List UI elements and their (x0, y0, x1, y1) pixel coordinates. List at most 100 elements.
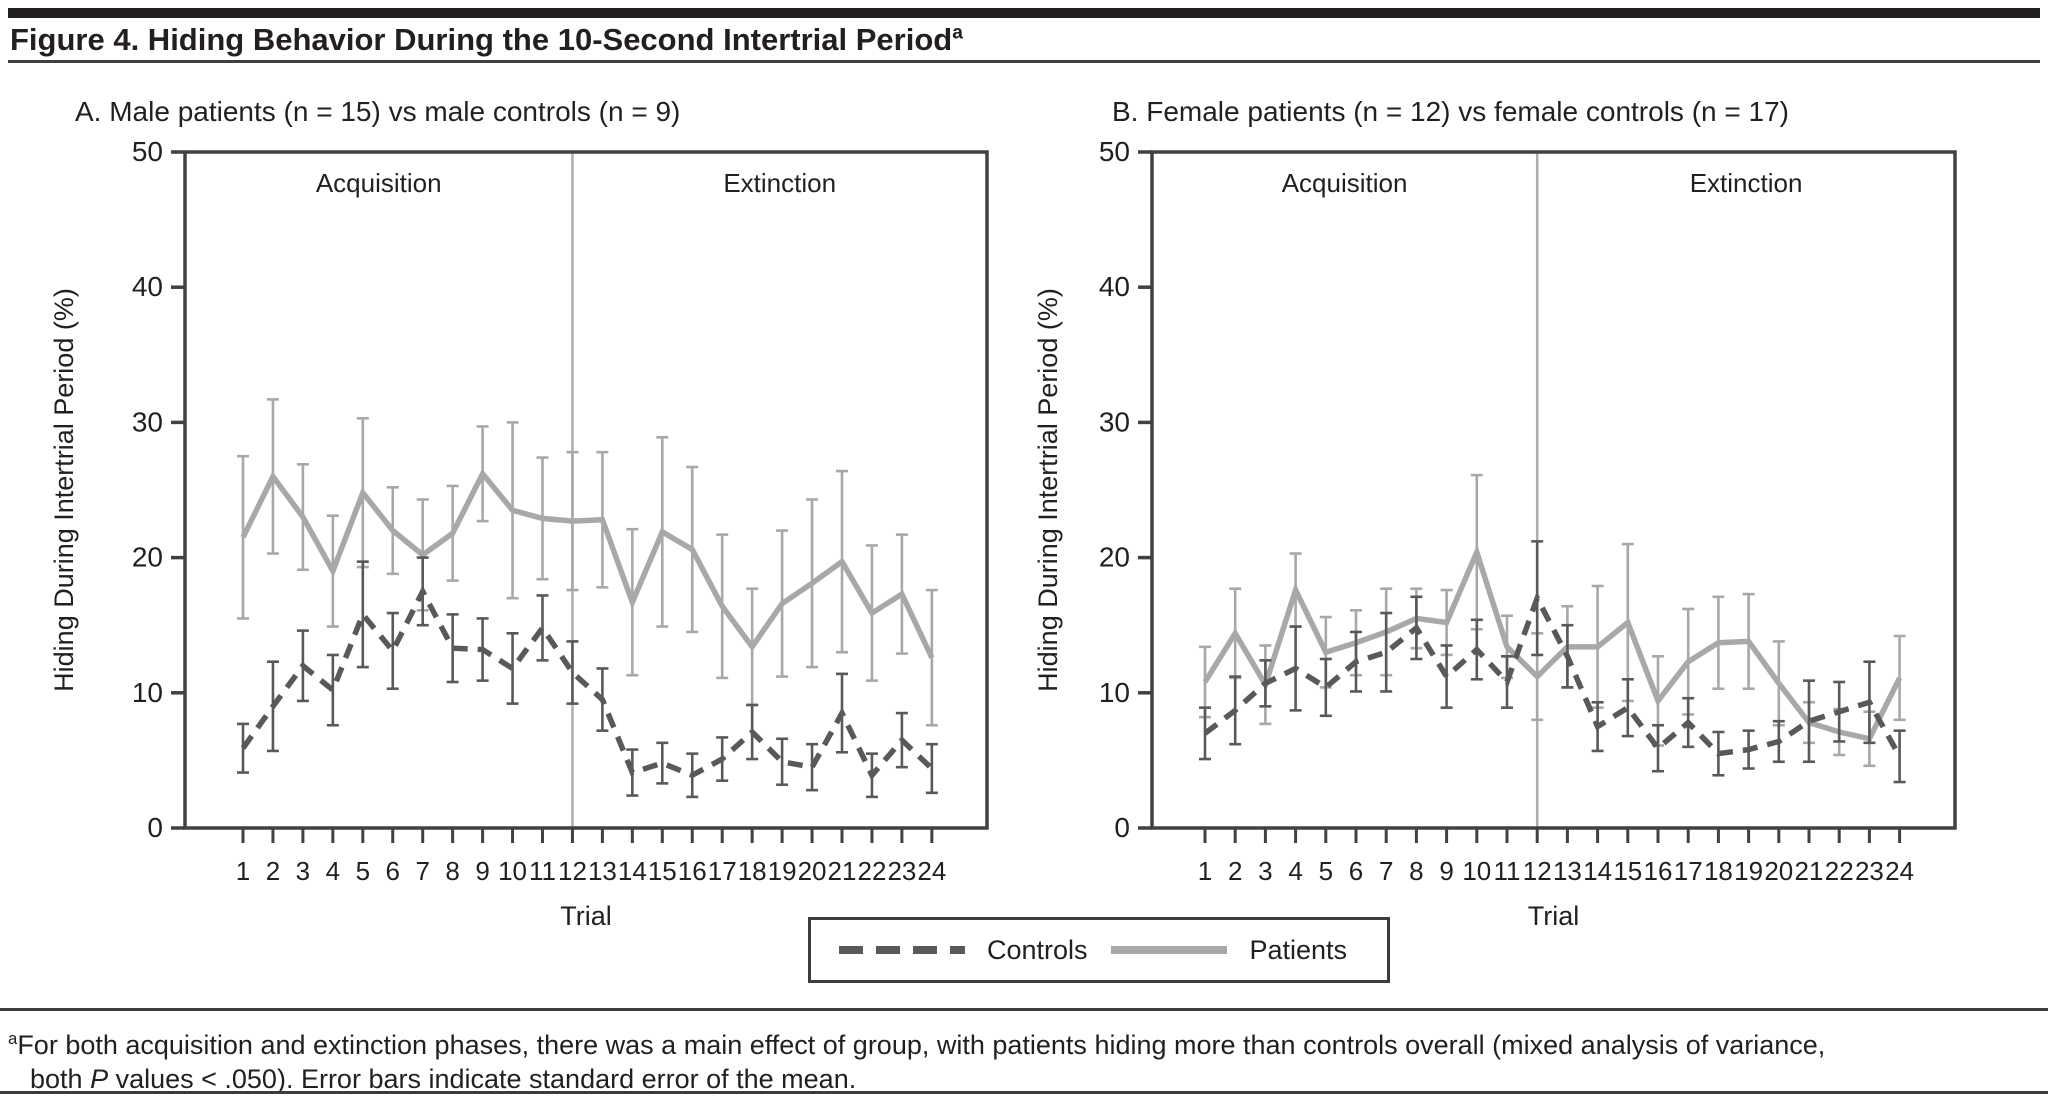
panel-a-phase-labels: Acquisition Extinction (316, 168, 836, 198)
svg-text:50: 50 (1099, 136, 1130, 167)
svg-text:10: 10 (132, 677, 163, 708)
panel-b-x-axis-title: Trial (1528, 901, 1580, 931)
svg-text:14: 14 (618, 856, 647, 886)
svg-text:19: 19 (1734, 856, 1763, 886)
footnote-line-1: aFor both acquisition and extinction pha… (8, 1029, 1826, 1060)
legend-item-controls: Controls (837, 935, 1088, 966)
svg-text:23: 23 (887, 856, 916, 886)
svg-text:5: 5 (356, 856, 370, 886)
panel-a-patients-series (237, 398, 938, 727)
svg-text:2: 2 (1228, 856, 1242, 886)
svg-text:12: 12 (558, 856, 587, 886)
panel-b-controls-series (1199, 540, 1906, 784)
panel-b: Acquisition Extinction 0 10 20 30 40 50 Hiding D… (1033, 136, 1957, 931)
footnote-top-rule (0, 1008, 2048, 1011)
panel-a-y-axis: 0 10 20 30 40 50 (132, 136, 185, 843)
svg-text:18: 18 (1704, 856, 1733, 886)
svg-text:2: 2 (266, 856, 280, 886)
svg-text:17: 17 (708, 856, 737, 886)
svg-text:9: 9 (475, 856, 489, 886)
svg-text:20: 20 (132, 542, 163, 573)
panel-b-header: B. Female patients (n = 12) vs female co… (1112, 96, 1789, 127)
svg-text:10: 10 (498, 856, 527, 886)
svg-text:50: 50 (132, 136, 163, 167)
figure-title-superscript: a (952, 22, 963, 44)
panel-a-plot-border (183, 150, 989, 830)
svg-text:0: 0 (1114, 812, 1130, 843)
svg-text:15: 15 (1613, 856, 1642, 886)
svg-text:3: 3 (296, 856, 310, 886)
svg-text:10: 10 (1462, 856, 1491, 886)
svg-text:4: 4 (1288, 856, 1302, 886)
svg-text:15: 15 (648, 856, 677, 886)
svg-text:Extinction: Extinction (723, 168, 836, 198)
panel-a-x-axis: 1 2 3 4 5 6 7 8 9 10 11 12 13 14 15 16 17 18 19 20 21 22 23 24 (236, 828, 946, 886)
svg-text:22: 22 (1825, 856, 1854, 886)
footnote: aFor both acquisition and extinction pha… (8, 1022, 2042, 1096)
svg-text:10: 10 (1099, 677, 1130, 708)
svg-text:0: 0 (147, 812, 163, 843)
svg-text:7: 7 (1379, 856, 1393, 886)
svg-text:30: 30 (1099, 406, 1130, 437)
svg-text:19: 19 (768, 856, 797, 886)
figure-title-text: Figure 4. Hiding Behavior During the 10-… (10, 22, 953, 57)
svg-text:Acquisition: Acquisition (316, 168, 442, 198)
svg-text:Extinction: Extinction (1690, 168, 1803, 198)
panel-b-patients-series (1199, 473, 1906, 768)
footnote-marker: a (8, 1029, 18, 1048)
svg-text:40: 40 (1099, 271, 1130, 302)
panel-b-y-axis: 0 10 20 30 40 50 (1099, 136, 1152, 843)
legend-label-patients: Patients (1249, 934, 1347, 965)
panel-b-y-axis-title: Hiding During Intertrial Period (%) (1033, 288, 1063, 692)
svg-text:21: 21 (1795, 856, 1824, 886)
panel-a-controls-line (240, 585, 934, 781)
svg-text:23: 23 (1855, 856, 1884, 886)
legend: Controls Patients (808, 917, 1390, 983)
svg-text:22: 22 (857, 856, 886, 886)
svg-text:12: 12 (1523, 856, 1552, 886)
svg-text:21: 21 (828, 856, 857, 886)
title-rule (8, 60, 2040, 63)
svg-text:24: 24 (1885, 856, 1914, 886)
svg-text:16: 16 (678, 856, 707, 886)
panel-a-patients-line (240, 468, 935, 659)
svg-text:13: 13 (588, 856, 617, 886)
svg-text:1: 1 (1198, 856, 1212, 886)
panel-a-controls-series (237, 556, 938, 799)
panel-a-header: A. Male patients (n = 15) vs male contro… (75, 96, 681, 127)
svg-text:6: 6 (1349, 856, 1363, 886)
svg-text:13: 13 (1553, 856, 1582, 886)
svg-text:40: 40 (132, 271, 163, 302)
panel-b-patients-line (1202, 544, 1903, 742)
footnote-line-2: both P values < .050). Error bars indica… (30, 1064, 857, 1094)
svg-text:17: 17 (1674, 856, 1703, 886)
legend-item-patients: Patients (1109, 935, 1347, 966)
panel-a: Acquisition Extinction 0 10 20 30 40 50 Hiding D… (49, 136, 989, 931)
panel-a-controls-error-bars (237, 556, 938, 799)
panel-a-y-axis-title: Hiding During Intertrial Period (%) (49, 288, 79, 692)
svg-text:8: 8 (1409, 856, 1423, 886)
panel-b-patients-error-bars (1199, 473, 1906, 768)
svg-text:6: 6 (386, 856, 400, 886)
bottom-rule (0, 1091, 2048, 1094)
svg-text:7: 7 (415, 856, 429, 886)
panel-b-x-axis: 1 2 3 4 5 6 7 8 9 10 11 12 13 14 15 16 17 18 19 20 21 22 23 24 (1198, 828, 1914, 886)
svg-text:16: 16 (1644, 856, 1673, 886)
svg-text:14: 14 (1583, 856, 1612, 886)
panel-a-x-axis-title: Trial (560, 901, 612, 931)
svg-text:1: 1 (236, 856, 250, 886)
svg-text:5: 5 (1319, 856, 1333, 886)
panel-b-phase-labels: Acquisition Extinction (1282, 168, 1803, 198)
patients-solid-line-icon (1111, 946, 1228, 954)
svg-text:Acquisition: Acquisition (1282, 168, 1408, 198)
panel-b-plot-border (1150, 150, 1957, 830)
svg-text:8: 8 (445, 856, 459, 886)
svg-text:20: 20 (1099, 542, 1130, 573)
panel-a-patients-error-bars (237, 398, 938, 727)
svg-text:30: 30 (132, 406, 163, 437)
svg-text:11: 11 (1494, 856, 1521, 886)
svg-text:20: 20 (798, 856, 827, 886)
figure-title: Figure 4. Hiding Behavior During the 10-… (10, 22, 963, 58)
svg-text:20: 20 (1764, 856, 1793, 886)
controls-dashed-line-icon (839, 946, 965, 954)
